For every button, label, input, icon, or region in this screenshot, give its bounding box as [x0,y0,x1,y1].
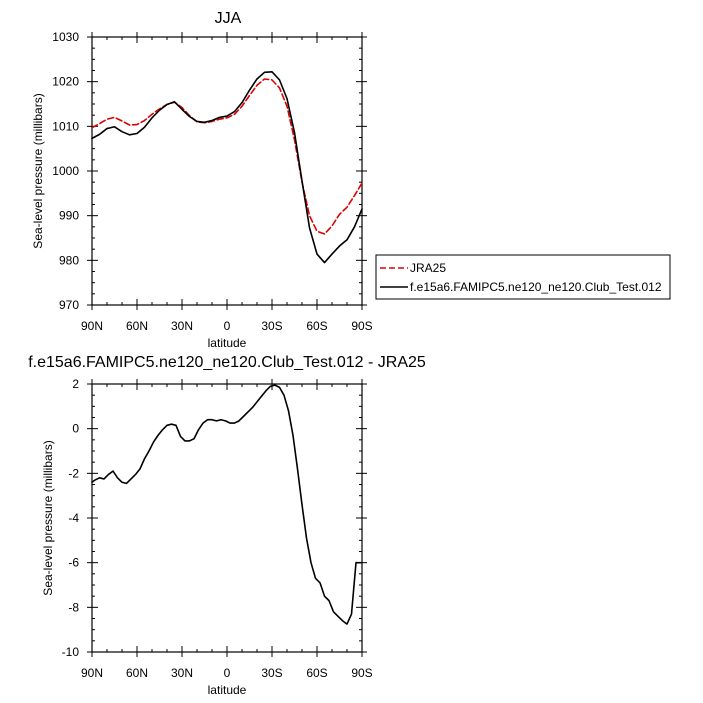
bottom-x-axis-label: latitude [208,683,247,697]
top-x-axis-label: latitude [208,336,247,350]
bottom-x-axis: 90N 60N 30N 0 30S 60S 90S [81,379,373,680]
bottom-x-tick-label: 60N [126,666,148,680]
bottom-y-tick-label: -4 [68,511,79,525]
bottom-x-tick-label: 90S [351,666,372,680]
top-y-axis: 970 980 990 1000 1010 1020 1030 [52,30,367,312]
top-x-tick-label: 0 [224,319,231,333]
legend-label-model: f.e15a6.FAMIPC5.ne120_ne120.Club_Test.01… [410,280,662,294]
bottom-x-tick-label: 30N [171,666,193,680]
top-y-tick-label: 990 [59,209,79,223]
bottom-y-tick-label: 0 [72,422,79,436]
bottom-plot-frame [91,383,363,653]
top-x-tick-label: 60N [126,319,148,333]
bottom-y-tick-label: -8 [68,600,79,614]
bottom-series-line-0 [91,384,363,625]
bottom-plot: f.e15a6.FAMIPC5.ne120_ne120.Club_Test.01… [28,354,426,697]
top-x-axis: 90N 60N 30N 0 30S 60S 90S [81,32,373,333]
top-x-tick-label: 90N [81,319,103,333]
top-plot: JJA 90N 60N 30N 0 30S 60S 90S 970 980 990 1000 101… [31,10,373,350]
legend-box [375,254,671,300]
bottom-x-tick-label: 60S [306,666,327,680]
top-x-tick-label: 30S [261,319,282,333]
bottom-x-tick-label: 90N [81,666,103,680]
top-y-tick-label: 1030 [52,30,79,44]
top-plot-frame [91,36,363,306]
top-series-lines [91,71,363,264]
top-series-line-0 [91,78,363,235]
top-y-tick-label: 980 [59,253,79,267]
legend-label-jra25: JRA25 [410,261,446,275]
bottom-y-tick-label: -10 [62,645,80,659]
top-x-tick-label: 30N [171,319,193,333]
top-x-tick-label: 90S [351,319,372,333]
top-y-axis-label: Sea-level pressure (millibars) [31,93,45,248]
top-y-tick-label: 1000 [52,164,79,178]
top-y-tick-label: 970 [59,298,79,312]
bottom-x-tick-label: 30S [261,666,282,680]
bottom-chart-title: f.e15a6.FAMIPC5.ne120_ne120.Club_Test.01… [28,354,426,371]
top-y-tick-label: 1020 [52,75,79,89]
top-chart-title: JJA [215,10,242,27]
bottom-y-tick-label: -6 [68,556,79,570]
bottom-y-tick-label: -2 [68,466,79,480]
bottom-x-tick-label: 0 [224,666,231,680]
bottom-series-lines [91,384,363,625]
bottom-y-axis: -10 -8 -6 -4 -2 0 2 [62,377,367,659]
bottom-y-axis-label: Sea-level pressure (millibars) [41,440,55,595]
bottom-y-tick-label: 2 [72,377,79,391]
top-series-line-1 [91,71,363,264]
top-y-tick-label: 1010 [52,119,79,133]
top-x-tick-label: 60S [306,319,327,333]
legend: JRA25 f.e15a6.FAMIPC5.ne120_ne120.Club_T… [375,254,671,300]
